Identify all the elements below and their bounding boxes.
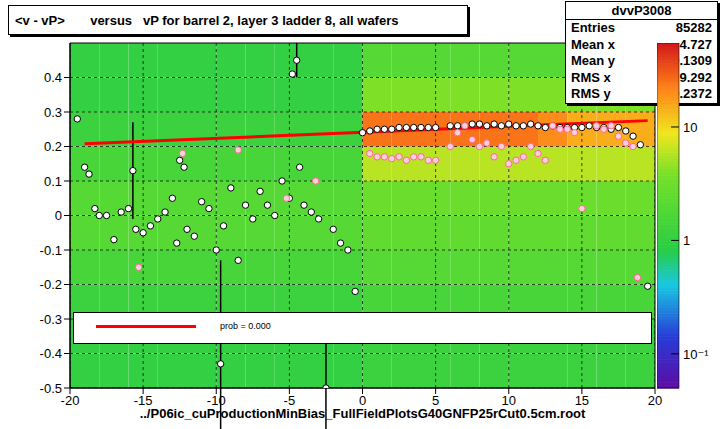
html-text:Mean x: Mean x [571, 36, 616, 52]
svg-text:-15: -15 [134, 393, 153, 408]
svg-text:-0.2: -0.2 [40, 277, 62, 292]
svg-text:-10: -10 [207, 393, 226, 408]
svg-text:10: 10 [683, 120, 697, 135]
svg-text:0.3: 0.3 [44, 105, 62, 120]
svg-text:10⁻¹: 10⁻¹ [683, 347, 709, 362]
svg-text:15: 15 [575, 393, 589, 408]
html-text:dvvP3008: dvvP3008 [611, 3, 672, 18]
html-text:9.292: 9.292 [679, 69, 712, 85]
html-text:RMS y: RMS y [571, 86, 611, 101]
svg-text:0.2: 0.2 [44, 139, 62, 154]
svg-text:-0.1: -0.1 [40, 243, 62, 258]
html-text:RMS x: RMS x [571, 69, 611, 85]
svg-text:0.4: 0.4 [44, 70, 62, 85]
svg-text:10: 10 [502, 393, 516, 408]
svg-text:0.1: 0.1 [44, 174, 62, 189]
html-text:0.2372: 0.2372 [672, 86, 712, 101]
svg-text:1: 1 [683, 233, 690, 248]
svg-text:0: 0 [359, 393, 366, 408]
svg-text:0: 0 [55, 208, 62, 223]
svg-text:-0.4: -0.4 [40, 346, 62, 361]
svg-text:20: 20 [648, 393, 662, 408]
svg-text:-0.5: -0.5 [40, 381, 62, 396]
svg-text:-0.3: -0.3 [40, 312, 62, 327]
svg-text:-20: -20 [61, 393, 80, 408]
svg-text:5: 5 [432, 393, 439, 408]
html-text:prob = 0.000: prob = 0.000 [220, 321, 271, 331]
html-text:4.727: 4.727 [679, 36, 712, 52]
svg-text:-5: -5 [284, 393, 296, 408]
html-text:../P06ic_cuProductionMinBias_F: ../P06ic_cuProductionMinBias_FullFieldPl… [139, 406, 586, 421]
html-text:0.1309: 0.1309 [672, 53, 712, 68]
html-text:85282: 85282 [675, 20, 712, 35]
html-text:<v - vP> versus vP for barrel: <v - vP> versus vP for barrel 2, layer 3… [15, 13, 399, 28]
html-text:Mean y: Mean y [571, 53, 616, 68]
html-text:Entries: Entries [571, 20, 616, 35]
